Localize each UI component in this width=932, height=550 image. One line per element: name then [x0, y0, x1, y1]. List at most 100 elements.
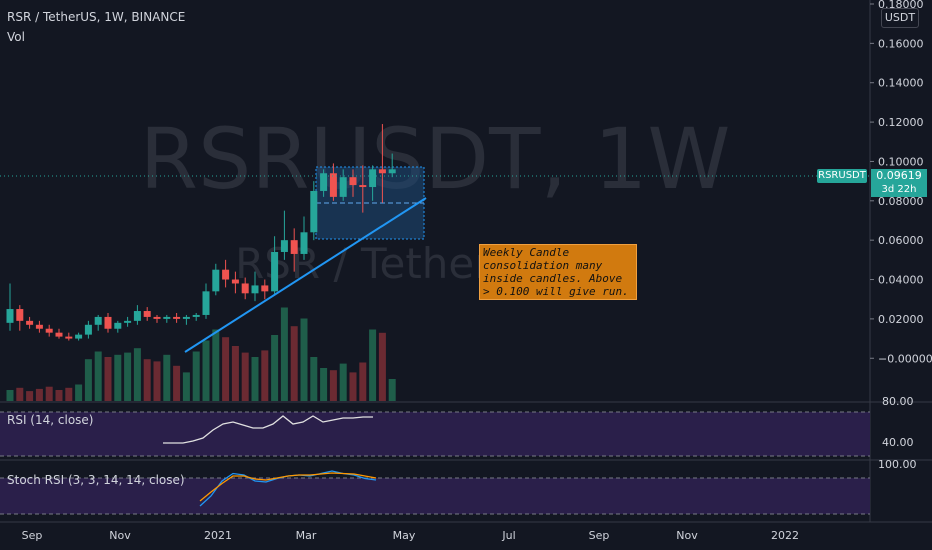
- stoch-rsi-label[interactable]: Stoch RSI (3, 3, 14, 14, close): [7, 473, 185, 487]
- time-tick-label: Mar: [296, 529, 317, 542]
- volume-bar: [388, 379, 396, 401]
- time-tick-label: Nov: [109, 529, 131, 542]
- candle-body: [35, 324, 43, 329]
- rsi-tick-label: 80.00: [882, 395, 914, 408]
- volume-bar: [320, 368, 328, 401]
- volume-bar: [378, 332, 386, 401]
- candle-body: [143, 311, 151, 317]
- candle-body: [104, 316, 112, 329]
- rsi-series: [163, 415, 373, 444]
- candle-body: [6, 309, 14, 323]
- stoch-tick-label: 100.00: [878, 458, 917, 471]
- candle-body: [300, 232, 308, 254]
- candle-body: [261, 285, 269, 292]
- candle-body: [339, 177, 347, 197]
- last-price-value: 0.09619: [871, 169, 927, 183]
- candle-body: [359, 185, 367, 188]
- volume-bar: [104, 357, 112, 401]
- candle-body: [369, 169, 377, 188]
- time-tick-label: Jul: [501, 529, 515, 542]
- candle-body: [241, 283, 249, 294]
- last-price-symbol-tag: RSRUSDT: [817, 169, 867, 183]
- rsi-line: [163, 415, 373, 444]
- bar-countdown: 3d 22h: [871, 183, 927, 197]
- volume-bar: [35, 388, 43, 401]
- candle-body: [94, 316, 102, 325]
- candle-body: [133, 311, 141, 321]
- volume-bar: [55, 390, 63, 401]
- volume-bar: [222, 337, 230, 401]
- candle-body: [388, 169, 396, 174]
- candle-body: [231, 279, 239, 284]
- time-tick-label: Nov: [676, 529, 698, 542]
- volume-bar: [45, 386, 53, 401]
- candle-body: [290, 240, 298, 254]
- candle-body: [45, 328, 53, 333]
- volume-bar: [75, 384, 83, 401]
- stoch-lines: [199, 470, 377, 507]
- candle-body: [16, 309, 24, 321]
- candle-body: [114, 322, 122, 329]
- price-tick-label: 0.12000: [878, 116, 924, 129]
- time-tick-label: Sep: [22, 529, 43, 542]
- price-tick-label: 0.18000: [878, 0, 924, 11]
- candle-body: [329, 173, 337, 197]
- volume-bar: [349, 372, 357, 401]
- volume-bar: [133, 348, 141, 401]
- volume-bar: [290, 326, 298, 401]
- candle-body: [65, 336, 73, 339]
- candle-body: [192, 314, 200, 317]
- volume-bar: [251, 357, 259, 401]
- candle-body: [173, 316, 181, 319]
- volume-bar: [202, 340, 210, 401]
- volume-bar: [84, 359, 92, 401]
- volume-bar: [163, 354, 171, 401]
- volume-bar: [300, 318, 308, 401]
- trendline[interactable]: [184, 197, 427, 353]
- volume-bar: [329, 370, 337, 401]
- currency-button[interactable]: USDT: [881, 8, 919, 28]
- price-tick-label: 0.02000: [878, 313, 924, 326]
- candle-body: [153, 316, 161, 319]
- volume-bar: [16, 387, 24, 401]
- candle-body: [84, 324, 92, 335]
- time-tick-label: 2021: [204, 529, 232, 542]
- annotation-note[interactable]: Weekly Candle consolidation many inside …: [479, 244, 637, 300]
- volume-bar: [153, 361, 161, 401]
- candle-body: [124, 320, 132, 323]
- stoch-band: [0, 478, 870, 514]
- volume-bars: [6, 307, 396, 401]
- candle-body: [212, 269, 220, 292]
- volume-bar: [94, 351, 102, 401]
- volume-label[interactable]: Vol: [7, 30, 25, 44]
- volume-bar: [369, 329, 377, 401]
- volume-bar: [6, 390, 14, 401]
- candle-body: [271, 251, 279, 292]
- candle-body: [310, 190, 318, 233]
- volume-bar: [124, 352, 132, 401]
- symbol-title[interactable]: RSR / TetherUS, 1W, BINANCE: [7, 10, 186, 24]
- time-axis[interactable]: Sep Nov 2021 Mar May Jul Sep Nov 2022: [22, 529, 799, 542]
- volume-bar: [339, 363, 347, 401]
- price-axis[interactable]: 0.18000 0.16000 0.14000 0.12000 0.10000 0.080…: [870, 0, 932, 471]
- volume-bar: [280, 307, 288, 401]
- volume-bar: [192, 351, 200, 401]
- volume-bar: [212, 329, 220, 401]
- symbol-watermark: RSRUSDT, 1W: [140, 110, 731, 208]
- candles: [6, 124, 396, 341]
- candle-body: [251, 285, 259, 294]
- candle-body: [320, 173, 328, 191]
- price-tick-label: 0.10000: [878, 155, 924, 168]
- volume-bar: [173, 365, 181, 401]
- volume-bar: [271, 335, 279, 401]
- candle-body: [202, 291, 210, 315]
- rsi-band: [0, 412, 870, 456]
- volume-bar: [241, 352, 249, 401]
- volume-bar: [26, 391, 34, 401]
- volume-bar: [143, 359, 151, 401]
- time-tick-label: 2022: [771, 529, 799, 542]
- candle-body: [280, 240, 288, 252]
- rsi-label[interactable]: RSI (14, close): [7, 413, 94, 427]
- price-tick-label: 0.06000: [878, 234, 924, 247]
